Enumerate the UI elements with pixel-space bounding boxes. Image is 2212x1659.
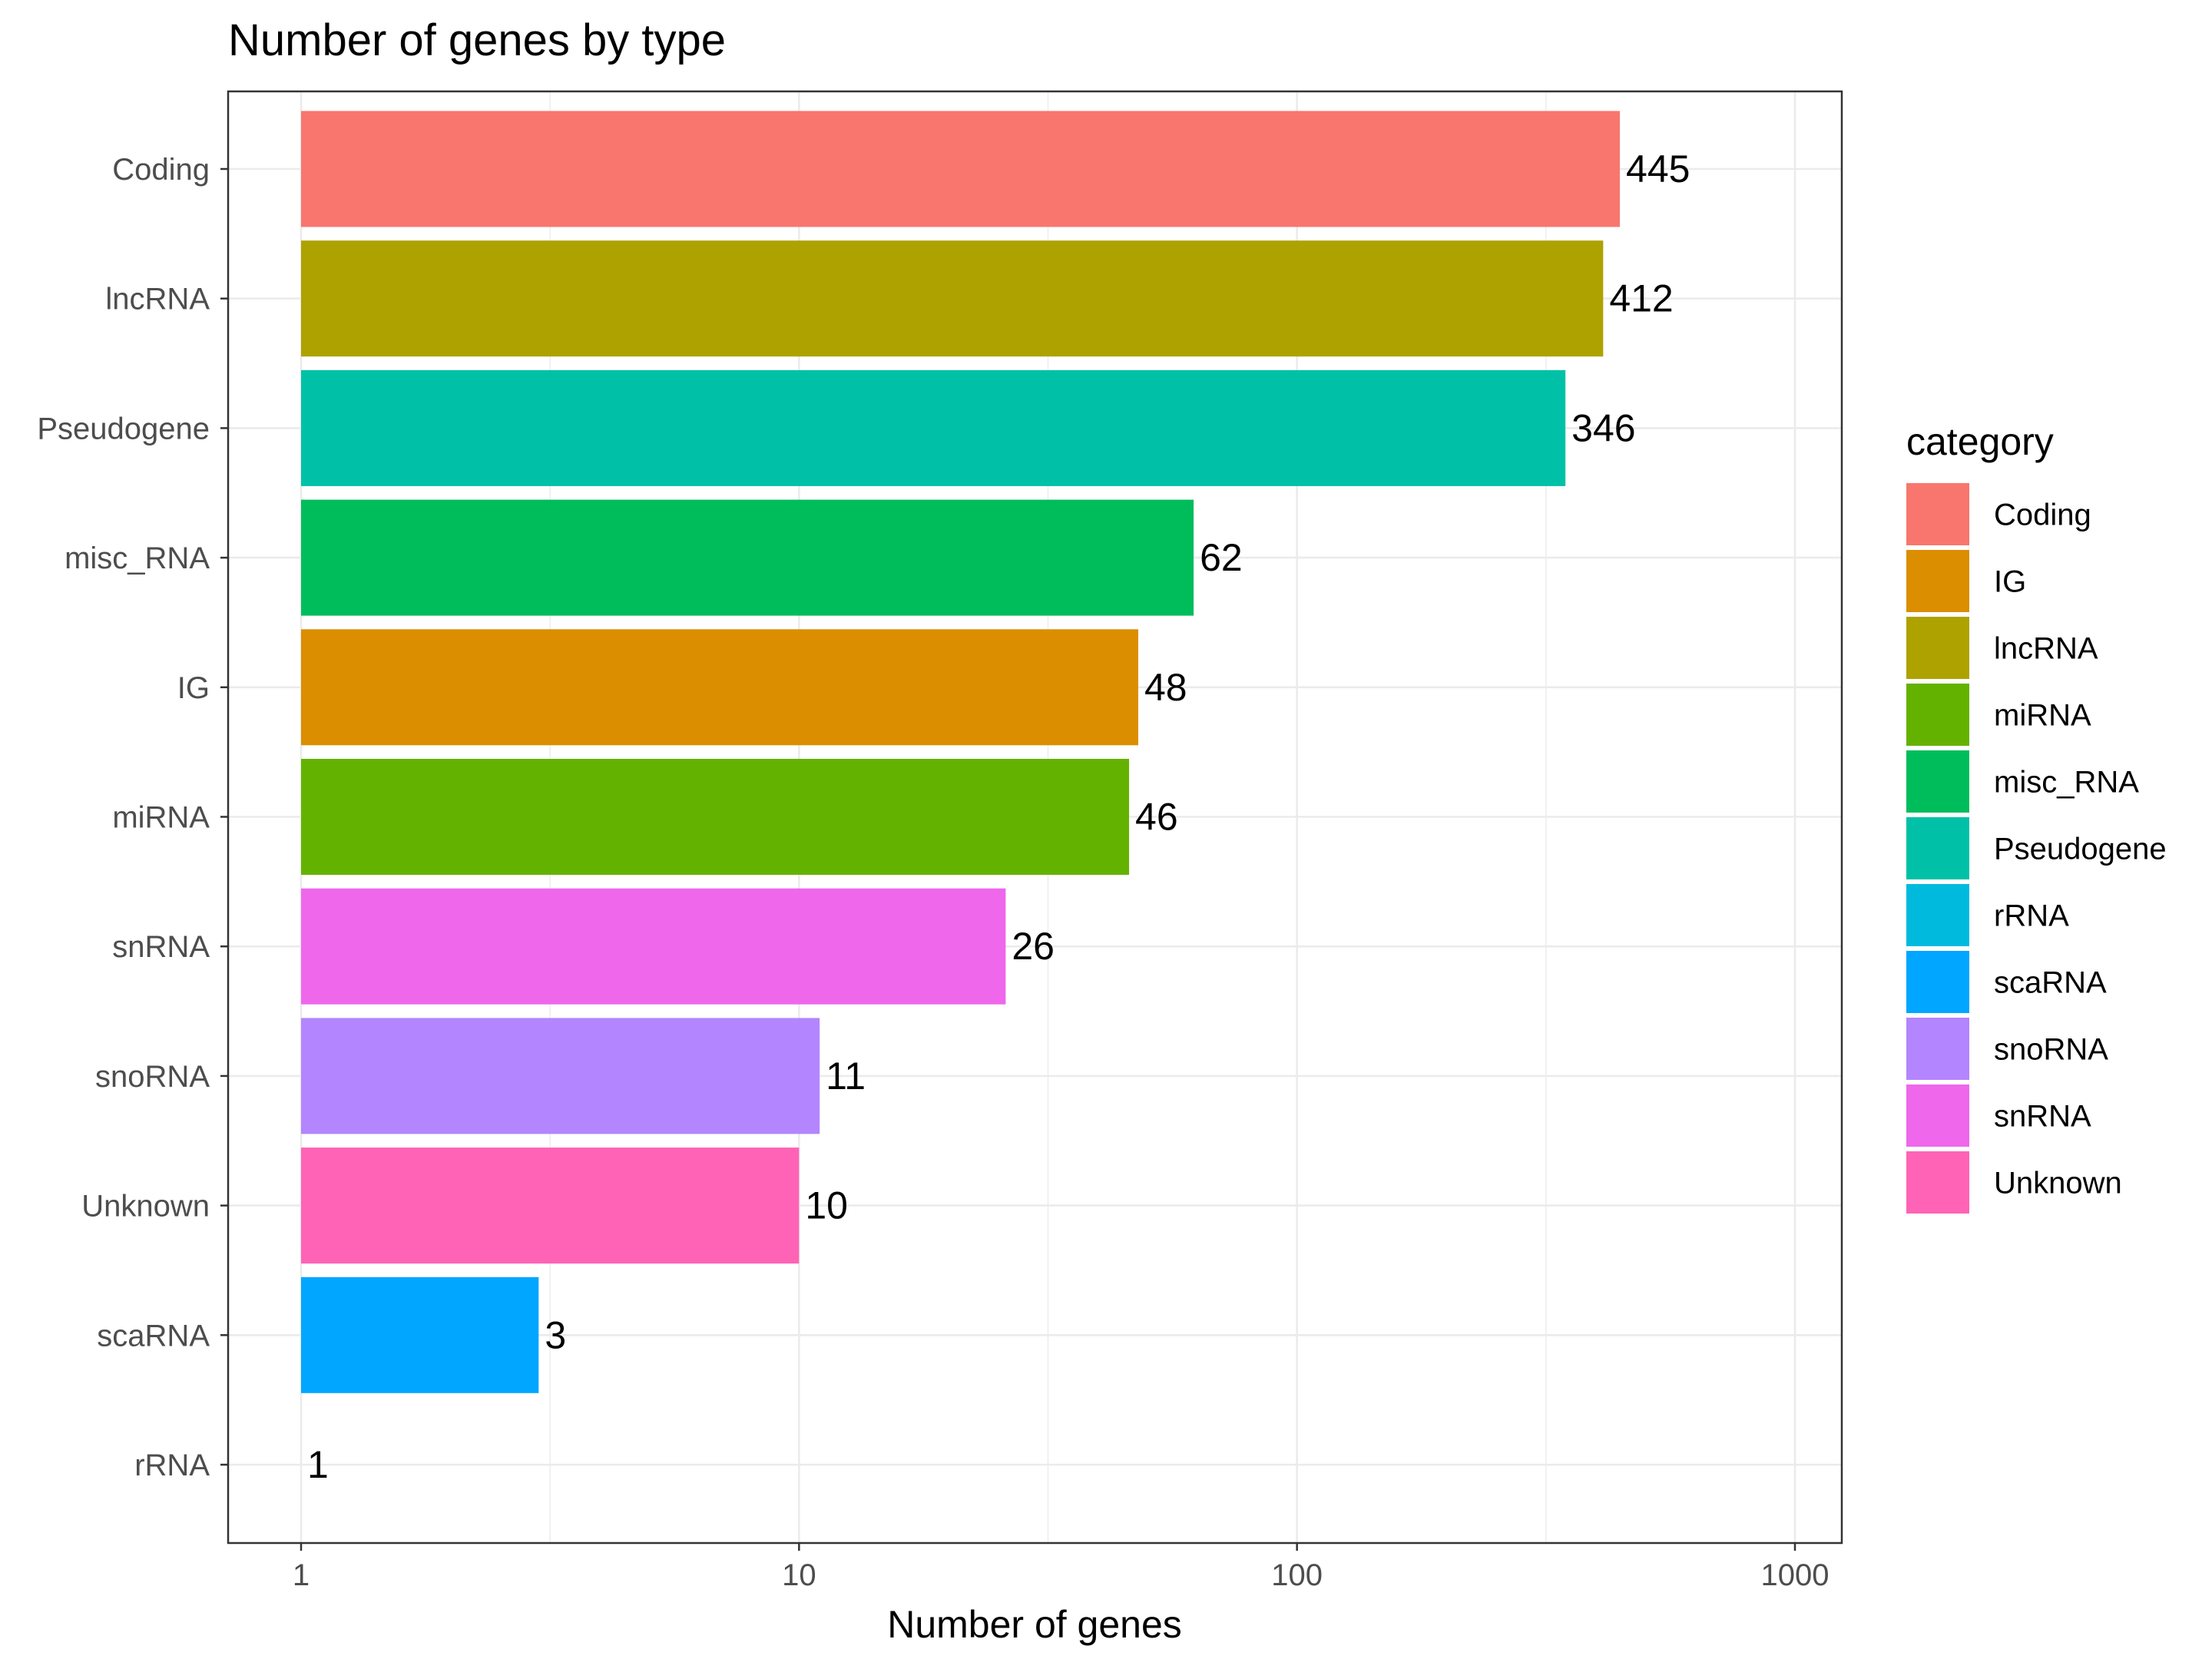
- legend-title: category: [1906, 420, 2054, 463]
- y-tick-label: Coding: [112, 153, 210, 187]
- legend-label-rrna: rRNA: [1994, 899, 2069, 933]
- legend-label-snorna: snoRNA: [1994, 1033, 2108, 1067]
- bar-ig: [301, 629, 1139, 746]
- bar-lncrna: [301, 240, 1604, 357]
- bar-unknown: [301, 1147, 800, 1264]
- value-label-snorna: 11: [826, 1055, 866, 1098]
- x-axis-title: Number of genes: [887, 1603, 1182, 1646]
- value-label-lncrna: 412: [1609, 277, 1673, 320]
- bar-snorna: [301, 1018, 820, 1134]
- value-label-ig: 48: [1144, 666, 1187, 709]
- legend-key-rrna: [1906, 884, 1969, 946]
- y-tick-label: scaRNA: [97, 1319, 210, 1353]
- x-tick-label: 100: [1271, 1558, 1323, 1592]
- legend-label-lncrna: lncRNA: [1994, 632, 2098, 666]
- y-tick-label: rRNA: [134, 1449, 210, 1482]
- legend-label-mirna: miRNA: [1994, 699, 2091, 733]
- legend-key-misc_rna: [1906, 750, 1969, 813]
- value-label-pseudogene: 346: [1571, 406, 1635, 449]
- legend-key-mirna: [1906, 684, 1969, 746]
- legend-label-coding: Coding: [1994, 498, 2091, 532]
- chart-title: Number of genes by type: [228, 15, 726, 65]
- legend-key-snrna: [1906, 1084, 1969, 1147]
- value-label-coding: 445: [1626, 147, 1690, 190]
- legend-label-misc_rna: misc_RNA: [1994, 766, 2139, 800]
- legend-key-scarna: [1906, 951, 1969, 1013]
- bar-coding: [301, 111, 1621, 227]
- bar-scarna: [301, 1277, 539, 1393]
- x-axis: 1 10 100 1000: [293, 1543, 1830, 1592]
- legend-key-lncrna: [1906, 617, 1969, 679]
- legend-key-pseudogene: [1906, 817, 1969, 879]
- bars: [301, 111, 1621, 1393]
- legend: category Coding IG lncRNA miRNA misc_RNA Pseu…: [1906, 420, 2167, 1214]
- legend-label-scarna: scaRNA: [1994, 966, 2107, 1000]
- y-tick-label: lncRNA: [105, 283, 210, 316]
- legend-label-snrna: snRNA: [1994, 1100, 2091, 1134]
- legend-key-coding: [1906, 483, 1969, 545]
- value-label-rrna: 1: [307, 1443, 329, 1486]
- x-tick-label: 1000: [1761, 1558, 1830, 1592]
- value-label-snrna: 26: [1012, 925, 1055, 968]
- value-label-scarna: 3: [545, 1313, 566, 1356]
- x-tick-label: 1: [293, 1558, 310, 1592]
- value-label-misc_rna: 62: [1200, 536, 1243, 579]
- y-axis: Coding lncRNA Pseudogene misc_RNA IG miRNA snR…: [37, 153, 228, 1482]
- legend-key-snorna: [1906, 1018, 1969, 1080]
- value-labels: 445 412 346 62 48 46 26 11 10 3 1: [307, 147, 1690, 1486]
- y-tick-label: misc_RNA: [65, 541, 210, 575]
- y-tick-label: miRNA: [112, 801, 210, 835]
- value-label-mirna: 46: [1135, 796, 1178, 839]
- y-tick-label: Unknown: [81, 1190, 210, 1224]
- y-tick-label: Pseudogene: [37, 412, 210, 445]
- legend-label-unknown: Unknown: [1994, 1167, 2122, 1200]
- value-label-unknown: 10: [805, 1184, 848, 1227]
- bar-mirna: [301, 759, 1130, 875]
- y-tick-label: snRNA: [112, 930, 210, 964]
- legend-key-unknown: [1906, 1151, 1969, 1214]
- x-tick-label: 10: [782, 1558, 816, 1592]
- legend-key-ig: [1906, 550, 1969, 612]
- bar-misc_rna: [301, 499, 1194, 616]
- bar-pseudogene: [301, 369, 1566, 486]
- bar-snrna: [301, 888, 1006, 1005]
- legend-label-pseudogene: Pseudogene: [1994, 833, 2167, 866]
- y-tick-label: snoRNA: [95, 1060, 210, 1094]
- legend-label-ig: IG: [1994, 565, 2026, 599]
- y-tick-label: IG: [177, 671, 210, 705]
